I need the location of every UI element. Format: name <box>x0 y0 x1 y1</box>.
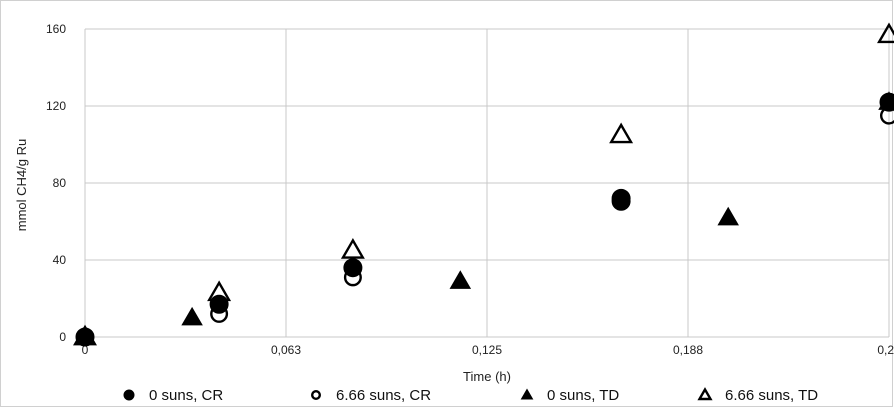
y-tick-label: 0 <box>59 330 66 344</box>
x-axis-title: Time (h) <box>463 369 511 384</box>
legend-entry: 6.66 suns, CR <box>311 387 431 404</box>
legend-entry: 6.66 suns, TD <box>697 387 818 404</box>
legend-marker <box>123 389 135 401</box>
data-point <box>449 270 472 289</box>
legend-label: 6.66 suns, TD <box>725 387 818 404</box>
data-point <box>877 22 894 44</box>
x-tick-label: 0,063 <box>271 343 301 357</box>
legend-entry: 0 suns, CR <box>123 387 223 404</box>
mark-layer <box>73 22 894 347</box>
data-point <box>340 238 365 259</box>
series-3 <box>73 22 894 346</box>
data-point <box>73 324 97 346</box>
legend-marker <box>520 388 534 400</box>
x-tick-label: 0 <box>82 343 89 357</box>
series-2 <box>74 91 894 345</box>
grid-layer <box>84 28 890 338</box>
tick-layer: 0 40 80 120 160 0 0,063 0,125 0,188 0,25 <box>46 22 894 357</box>
y-tick-label: 40 <box>53 253 67 267</box>
legend-label: 6.66 suns, CR <box>336 387 431 404</box>
series-0 <box>75 92 894 347</box>
x-tick-label: 0,125 <box>472 343 502 357</box>
data-point <box>609 122 634 144</box>
x-tick-label: 0,25 <box>877 343 894 357</box>
data-point <box>207 280 232 302</box>
y-tick-label: 160 <box>46 22 66 36</box>
data-point <box>181 306 203 326</box>
data-point <box>612 191 631 210</box>
data-point <box>210 304 229 323</box>
legend-label: 0 suns, TD <box>547 387 619 404</box>
data-point <box>343 268 362 287</box>
legend-marker <box>697 387 713 401</box>
legend-marker <box>311 390 322 401</box>
x-tick-label: 0,188 <box>673 343 703 357</box>
series-1 <box>75 106 894 347</box>
y-tick-label: 120 <box>46 99 66 113</box>
y-axis-title: mmol CH4/g Ru <box>14 139 29 231</box>
y-tick-label: 80 <box>53 176 67 190</box>
legend-entry: 0 suns, TD <box>520 387 619 404</box>
legend-label: 0 suns, CR <box>149 387 223 404</box>
legend: 0 suns, CR 6.66 suns, CR 0 suns, TD 6.66 su… <box>123 387 818 404</box>
data-point <box>717 206 739 226</box>
